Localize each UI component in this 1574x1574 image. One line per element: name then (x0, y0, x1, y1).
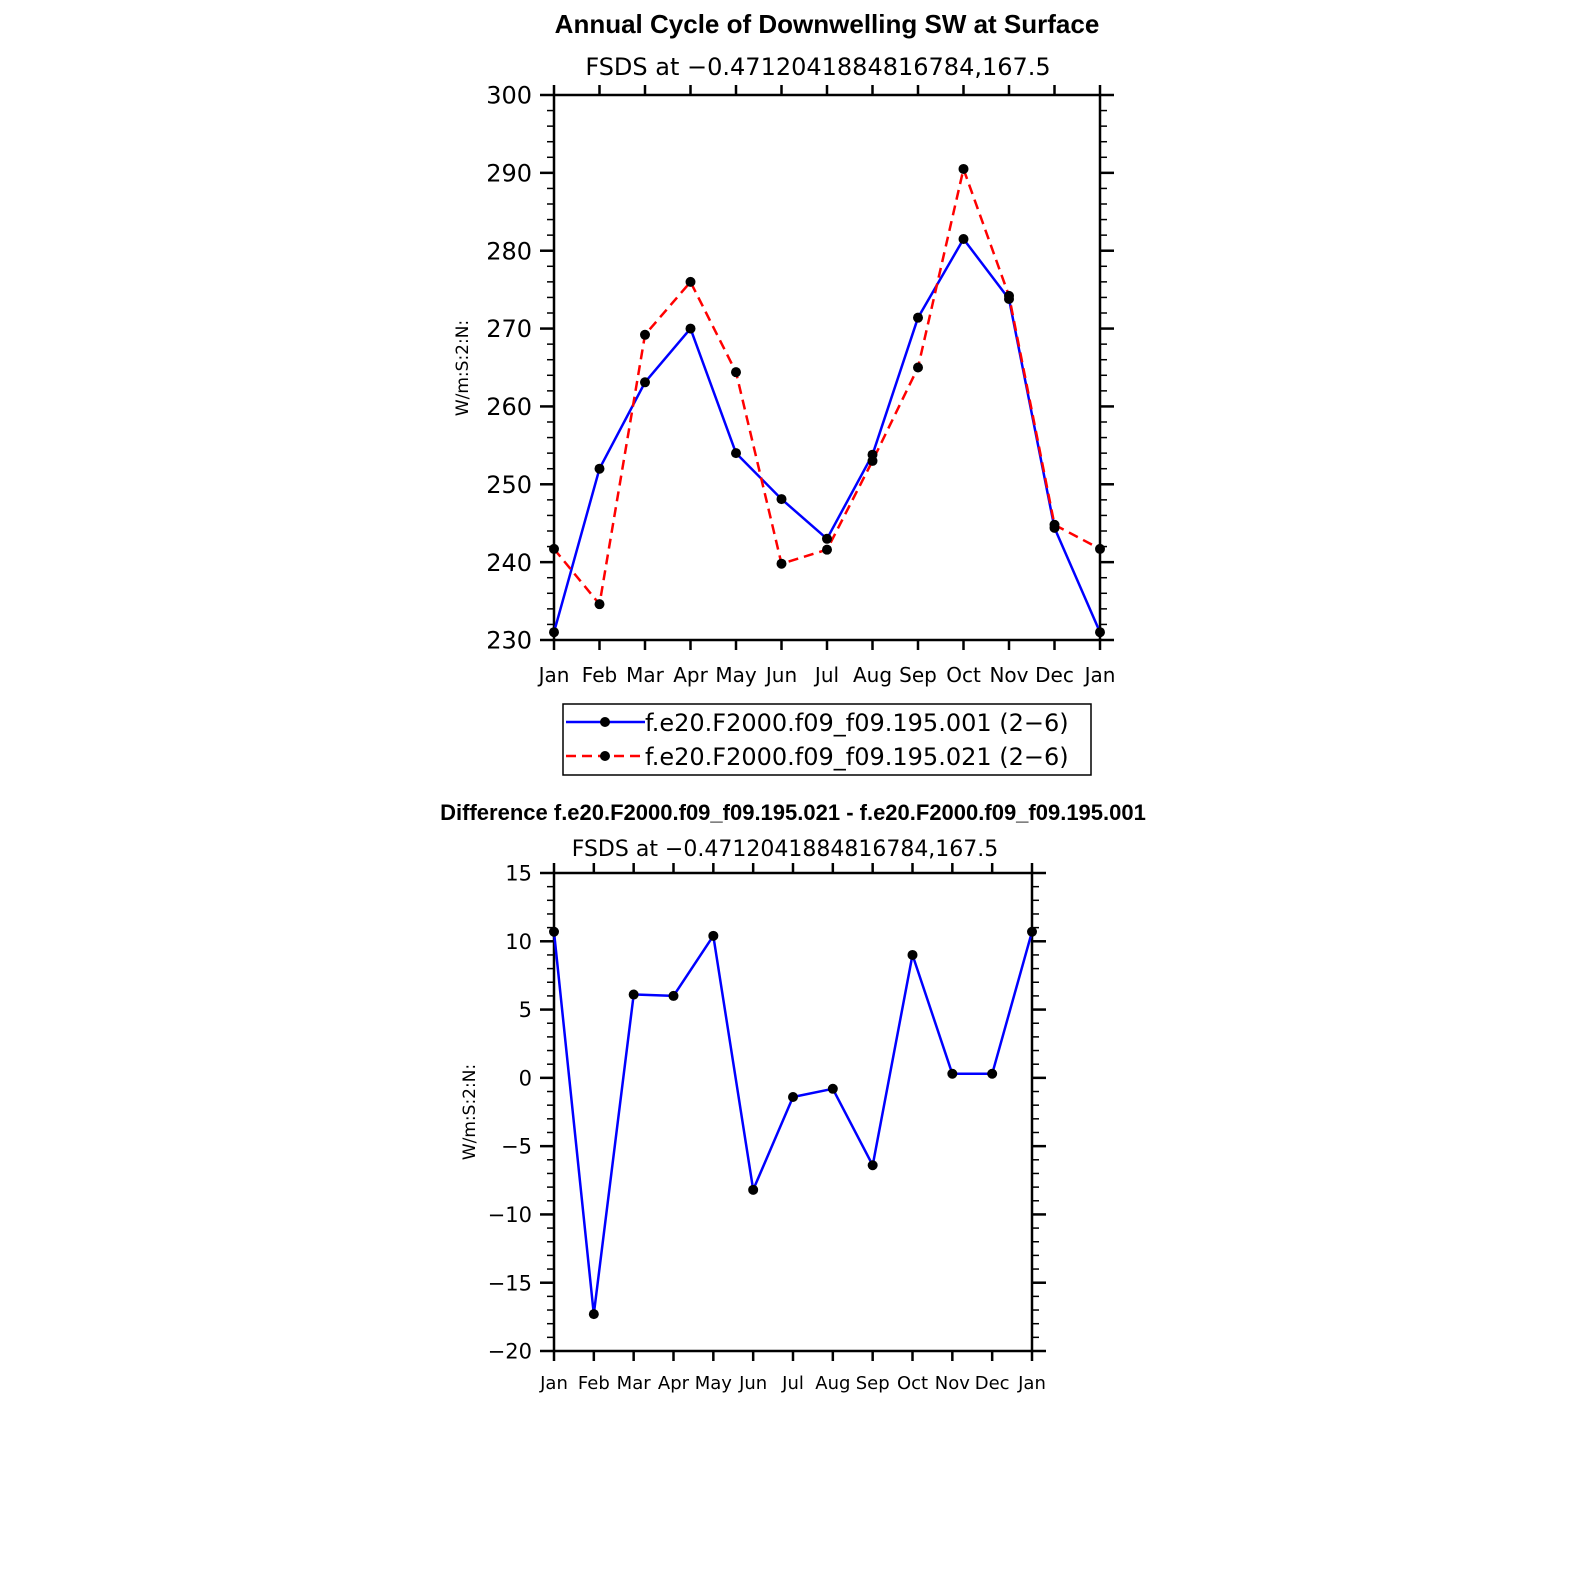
series-1-point (947, 1068, 958, 1079)
series-2-point (685, 276, 696, 287)
x-tick-label: Jul (781, 1373, 804, 1394)
chart2-y-axis-label: W/m:S:2:N: (460, 1064, 480, 1160)
series-2-point (913, 362, 923, 373)
series-1-point (549, 926, 559, 937)
x-tick-label: Sep (856, 1373, 890, 1394)
y-tick-label: 260 (486, 393, 532, 421)
chart2-subtitle: FSDS at −0.4712041884816784,167.5 (572, 837, 999, 862)
x-tick-label: Jan (1083, 663, 1116, 687)
series-1-point (822, 533, 832, 544)
legend-label-series-1: f.e20.F2000.f09_f09.195.001 (2−6) (645, 709, 1069, 737)
x-tick-label: Apr (673, 663, 708, 687)
chart2-plot-area: Jan Feb Mar Apr May Jun Jul Aug Sep Oct Nov Dec Jan−… (488, 862, 1046, 1394)
plot-frame (552, 93, 1102, 642)
y-tick-label: 280 (486, 237, 532, 265)
x-tick-label: Oct (946, 663, 981, 687)
chart1-subtitle: FSDS at −0.4712041884816784,167.5 (585, 53, 1050, 81)
series-1-point (913, 312, 923, 323)
x-tick-label: Feb (582, 663, 617, 687)
x-tick-label: Feb (578, 1373, 610, 1394)
series-1-point (788, 1091, 798, 1102)
series-2-point (1004, 290, 1014, 301)
series-2-point (594, 599, 605, 610)
y-tick-label: −20 (488, 1340, 532, 1364)
legend-box (562, 703, 1092, 776)
series-2-point (640, 329, 650, 340)
series-1-point (776, 494, 787, 505)
x-tick-label: Jul (813, 663, 839, 687)
series-1-point (987, 1068, 998, 1079)
legend-marker-series-1 (600, 717, 610, 727)
series-2-point (776, 558, 787, 569)
x-tick-label: Aug (853, 663, 892, 687)
y-tick-label: 270 (486, 315, 532, 343)
series-2-point (867, 455, 878, 466)
x-tick-label: Nov (989, 663, 1028, 687)
series-line-1 (552, 237, 1102, 633)
plot-frame (552, 871, 1034, 1353)
chart1-y-axis-label: W/m:S:2:N: (453, 320, 473, 416)
series-2-point (1049, 519, 1060, 530)
x-tick-label: Jan (537, 663, 570, 687)
series-1-point (588, 1309, 599, 1320)
series-1-point (549, 627, 559, 638)
series-1-point (708, 930, 719, 941)
x-tick-label: Nov (935, 1373, 970, 1394)
series-2-point (549, 543, 559, 554)
series-1-point (640, 377, 650, 388)
series-1-point (1095, 627, 1105, 638)
x-tick-label: Apr (658, 1373, 690, 1394)
y-tick-label: 10 (505, 930, 532, 954)
series-1-point (748, 1184, 759, 1195)
y-tick-label: 240 (486, 549, 532, 577)
x-tick-label: Mar (626, 663, 665, 687)
series-2-point (958, 163, 969, 174)
x-tick-label: Dec (975, 1373, 1010, 1394)
y-tick-label: 0 (519, 1066, 532, 1090)
chart-annual-cycle: Annual Cycle of Downwelling SW at Surfac… (453, 9, 1115, 776)
y-tick-label: 230 (486, 627, 532, 655)
chart1-plot-area: Jan Feb Mar Apr May Jun Jul Aug Sep Oct Nov Dec Jan2… (486, 82, 1115, 687)
series-1-point (731, 448, 741, 459)
series-1-point (685, 323, 696, 334)
y-tick-label: 15 (505, 862, 532, 886)
x-tick-label: Jan (539, 1373, 568, 1394)
x-tick-label: Jun (764, 663, 797, 687)
x-tick-label: Jun (738, 1373, 767, 1394)
legend-label-series-2: f.e20.F2000.f09_f09.195.021 (2−6) (645, 743, 1069, 771)
chart2-title: Difference f.e20.F2000.f09_f09.195.021 -… (440, 800, 1146, 825)
series-2-point (731, 367, 741, 378)
x-tick-label: May (695, 1373, 733, 1394)
series-1-point (827, 1083, 838, 1094)
x-tick-label: May (715, 663, 757, 687)
x-tick-label: Mar (617, 1373, 652, 1394)
chart1-legend: f.e20.F2000.f09_f09.195.001 (2−6) f.e20.… (562, 703, 1092, 776)
y-tick-label: 290 (486, 159, 532, 187)
x-tick-label: Aug (815, 1373, 850, 1394)
chart1-title: Annual Cycle of Downwelling SW at Surfac… (555, 9, 1100, 39)
x-tick-label: Jan (1017, 1373, 1046, 1394)
series-2-point (1095, 543, 1105, 554)
legend-marker-series-2 (600, 751, 610, 761)
series-1-point (958, 234, 969, 245)
x-tick-label: Dec (1035, 663, 1074, 687)
series-1-point (1027, 926, 1037, 937)
x-tick-label: Sep (899, 663, 937, 687)
y-tick-label: 250 (486, 471, 532, 499)
y-tick-label: −10 (488, 1203, 532, 1227)
series-1-point (907, 949, 918, 960)
y-tick-label: 300 (486, 82, 532, 110)
series-2-point (822, 544, 832, 555)
y-tick-label: −15 (488, 1271, 532, 1295)
chart-difference: Difference f.e20.F2000.f09_f09.195.021 -… (440, 800, 1146, 1394)
series-line-1 (552, 931, 1034, 1316)
y-tick-label: 5 (519, 998, 532, 1022)
series-1-point (867, 1160, 878, 1171)
series-1-point (668, 990, 679, 1001)
series-1-point (594, 463, 605, 474)
y-tick-label: −5 (501, 1135, 532, 1159)
x-tick-label: Oct (897, 1373, 928, 1394)
series-1-point (628, 989, 639, 1000)
